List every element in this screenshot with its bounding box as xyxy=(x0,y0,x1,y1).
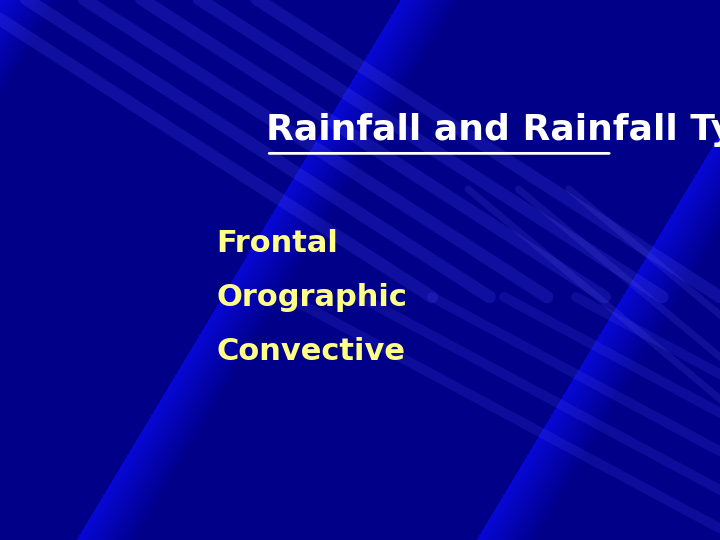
Text: Frontal: Frontal xyxy=(216,228,338,258)
Text: Rainfall and Rainfall Types: Rainfall and Rainfall Types xyxy=(266,113,720,146)
Text: Convective: Convective xyxy=(216,336,405,366)
Text: Orographic: Orographic xyxy=(216,282,407,312)
